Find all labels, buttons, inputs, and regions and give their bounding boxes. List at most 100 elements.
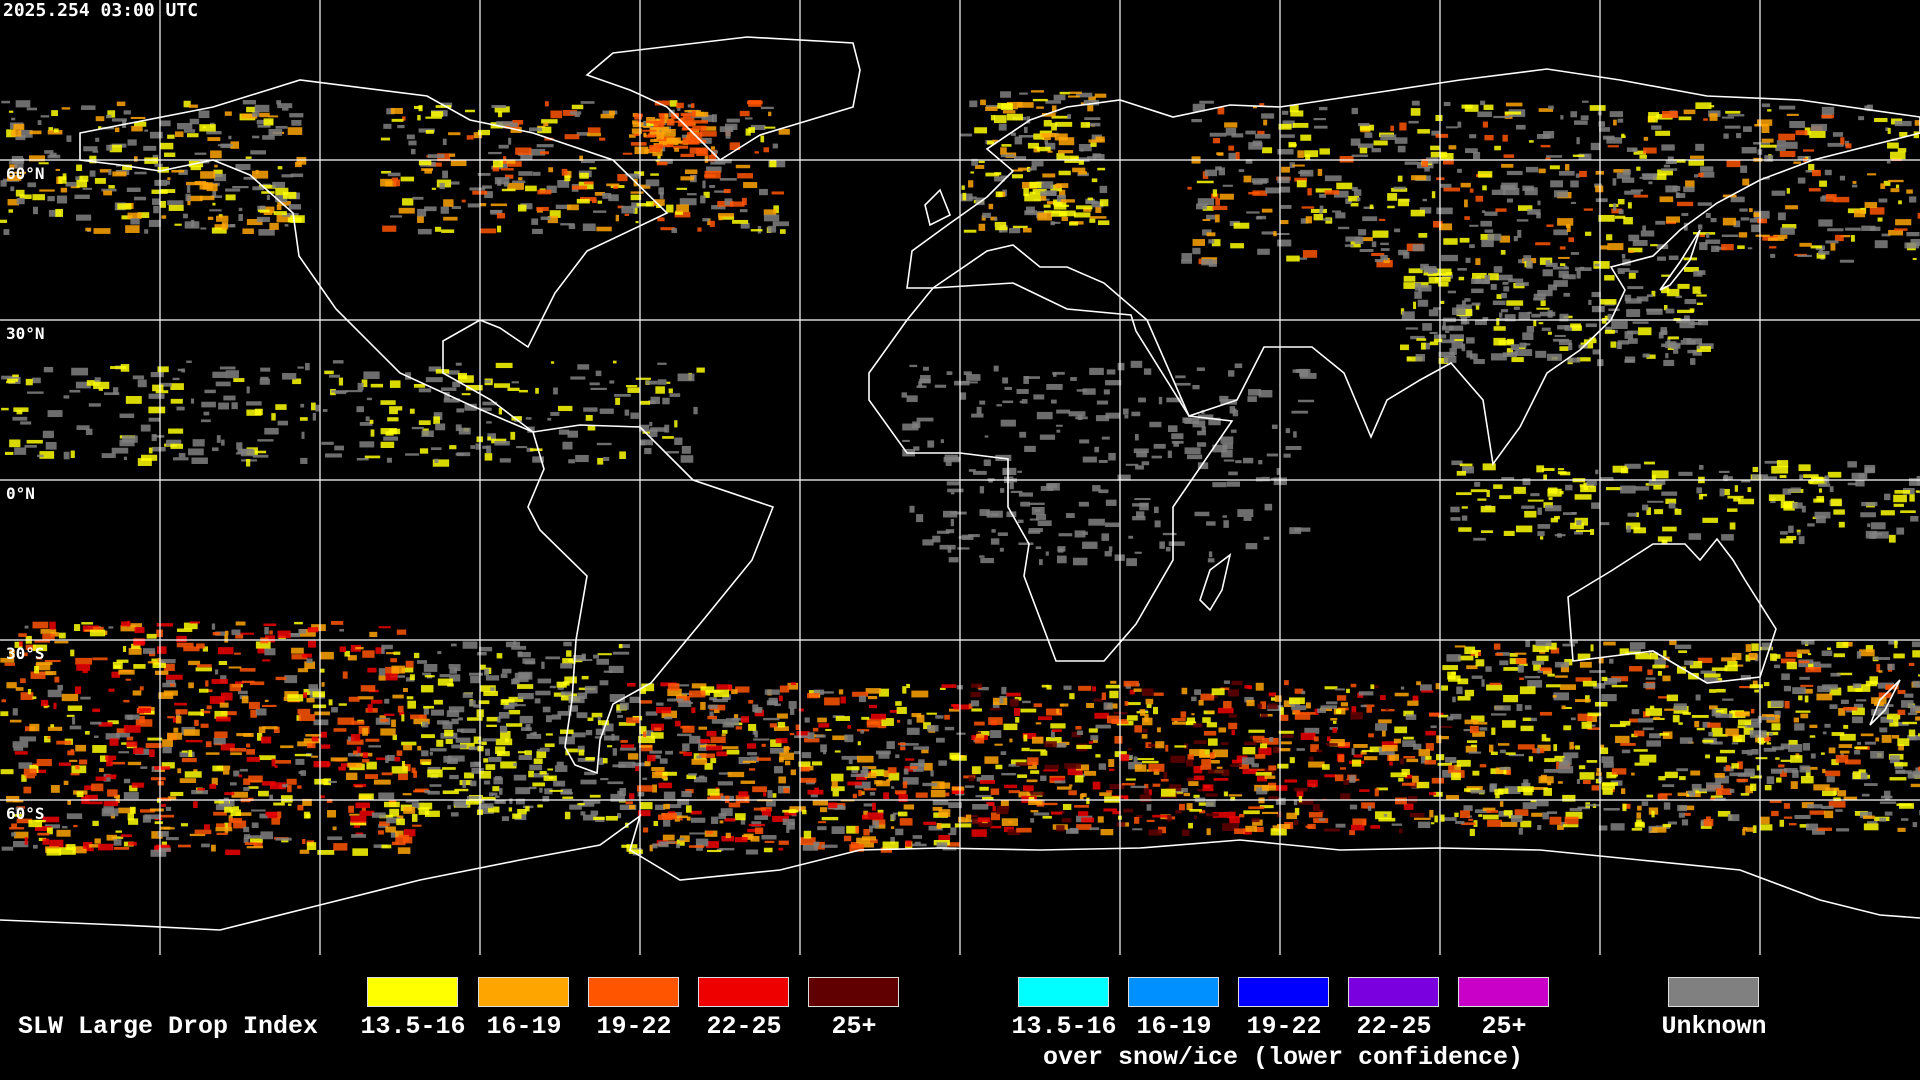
data-patch (486, 724, 497, 727)
data-patch (300, 770, 307, 776)
data-patch (1593, 683, 1606, 689)
data-patch (500, 731, 511, 739)
data-patch (857, 741, 861, 746)
data-patch (647, 133, 665, 138)
data-patch (950, 519, 954, 527)
data-patch (409, 408, 415, 414)
data-patch (1546, 155, 1563, 158)
data-patch (1549, 165, 1560, 170)
data-patch (1390, 772, 1408, 778)
data-patch (424, 206, 437, 212)
data-patch (637, 810, 651, 817)
data-patch (1338, 226, 1350, 230)
data-patch (154, 179, 168, 186)
data-patch (497, 753, 502, 756)
data-patch (1185, 759, 1194, 767)
data-patch (43, 366, 54, 373)
data-patch (1035, 722, 1042, 725)
data-patch (560, 663, 573, 669)
data-patch (1799, 765, 1811, 773)
data-patch (597, 653, 612, 656)
data-patch (624, 409, 630, 416)
data-patch (1442, 160, 1454, 165)
data-patch (1294, 527, 1311, 532)
data-patch (624, 213, 630, 216)
data-patch (398, 207, 415, 214)
data-patch (677, 733, 692, 737)
data-patch (1244, 696, 1254, 703)
data-patch (1130, 785, 1146, 789)
data-patch (1336, 709, 1342, 714)
data-patch (1521, 505, 1535, 509)
data-patch (1532, 786, 1548, 790)
data-patch (1500, 249, 1506, 255)
data-patch (217, 647, 234, 655)
data-patch (1653, 485, 1662, 490)
data-patch (1797, 653, 1802, 659)
data-patch (194, 829, 212, 835)
data-patch (690, 810, 702, 815)
data-patch (1097, 816, 1104, 823)
data-patch (1480, 505, 1496, 513)
data-patch (923, 821, 937, 825)
data-patch (1653, 716, 1661, 720)
data-patch (1840, 699, 1849, 705)
data-patch (1308, 812, 1323, 818)
data-patch (1208, 259, 1217, 267)
data-patch (174, 131, 184, 138)
data-patch (183, 213, 188, 219)
data-patch (647, 754, 656, 762)
data-patch (328, 699, 333, 706)
data-patch (230, 141, 240, 149)
data-patch (643, 731, 647, 738)
data-patch (1308, 761, 1325, 768)
data-patch (134, 196, 147, 201)
data-patch (214, 164, 218, 168)
data-patch (1254, 754, 1266, 759)
data-patch (724, 198, 733, 206)
data-patch (1380, 242, 1389, 246)
data-patch (138, 708, 151, 714)
data-patch (367, 704, 373, 712)
data-patch (383, 713, 395, 716)
data-patch (1038, 559, 1043, 566)
data-patch (232, 806, 240, 810)
data-patch (1370, 825, 1381, 829)
data-patch (577, 803, 585, 806)
data-patch (678, 700, 692, 708)
data-patch (1381, 741, 1398, 748)
data-patch (184, 221, 200, 229)
data-patch (237, 632, 255, 635)
data-patch (79, 175, 89, 182)
data-patch (1004, 386, 1012, 390)
data-patch (149, 749, 155, 758)
data-patch (127, 761, 142, 766)
data-patch (1897, 827, 1906, 832)
data-patch (1414, 282, 1422, 291)
data-patch (114, 127, 120, 133)
data-patch (365, 774, 378, 779)
data-patch (974, 127, 988, 134)
data-patch (1372, 230, 1389, 238)
data-patch (1209, 132, 1227, 137)
data-patch (817, 717, 827, 723)
data-patch (628, 805, 636, 810)
data-patch (75, 381, 91, 389)
data-patch (496, 225, 502, 233)
data-patch (14, 751, 28, 755)
data-patch (1472, 272, 1487, 279)
data-patch (999, 696, 1004, 704)
data-patch (1222, 823, 1239, 832)
data-patch (1898, 200, 1902, 205)
data-patch (716, 751, 728, 757)
data-patch (1029, 749, 1046, 752)
data-patch (259, 205, 266, 212)
data-patch (1223, 680, 1231, 684)
data-patch (10, 171, 27, 174)
data-patch (1884, 811, 1893, 816)
data-patch (1428, 309, 1439, 317)
data-patch (1545, 262, 1558, 267)
data-patch (417, 215, 424, 223)
data-patch (1313, 736, 1319, 742)
data-patch (1261, 476, 1270, 482)
